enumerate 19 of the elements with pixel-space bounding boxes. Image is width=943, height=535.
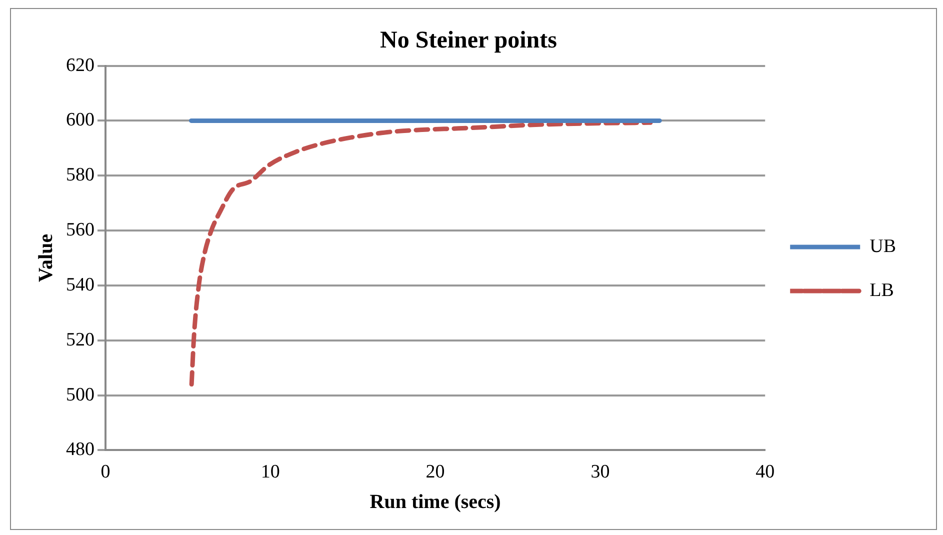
y-tick-label: 480 [66,439,94,460]
legend-label: UB [870,236,896,257]
y-tick-label: 580 [66,164,94,186]
x-tick-label: 10 [260,462,280,483]
y-tick-label: 500 [66,384,94,406]
chart-title: No Steiner points [380,28,557,54]
y-tick-label: 600 [66,110,94,131]
x-axis-title: Run time (secs) [370,491,501,514]
y-tick-label: 560 [66,220,94,241]
y-tick-label: 540 [66,274,94,296]
legend-label: LB [870,280,894,301]
line-series [189,120,653,387]
x-tick-label: 30 [590,462,610,483]
x-tick-label: 0 [100,462,110,483]
y-tick-label: 520 [66,329,94,350]
x-tick-label: 20 [426,462,445,483]
x-tick-label: 40 [756,462,775,483]
y-tick-label: 620 [66,54,94,76]
y-axis-title: Value [35,234,58,282]
